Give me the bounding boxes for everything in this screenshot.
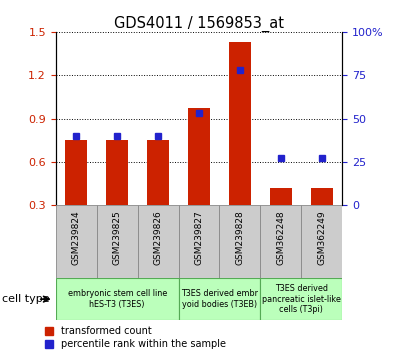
Bar [97,205,138,278]
Bar [147,140,169,205]
Bar [219,205,260,278]
Bar [301,205,342,278]
Text: T3ES derived embr
yoid bodies (T3EB): T3ES derived embr yoid bodies (T3EB) [181,290,258,309]
Bar [260,278,342,320]
Bar [56,278,179,320]
Bar [56,205,97,278]
Bar [269,188,292,205]
Legend: transformed count, percentile rank within the sample: transformed count, percentile rank withi… [45,326,226,349]
Title: GDS4011 / 1569853_at: GDS4011 / 1569853_at [114,16,284,32]
Bar [188,108,210,205]
Text: embryonic stem cell line
hES-T3 (T3ES): embryonic stem cell line hES-T3 (T3ES) [68,290,167,309]
Text: GSM362248: GSM362248 [276,211,285,265]
Bar [138,205,179,278]
Text: GSM239828: GSM239828 [236,211,244,266]
Bar [310,188,333,205]
Bar [260,205,301,278]
Text: GSM362249: GSM362249 [317,211,326,265]
Bar [179,205,219,278]
Text: GSM239827: GSM239827 [195,211,203,266]
Text: cell type: cell type [2,294,50,304]
Text: GSM239825: GSM239825 [113,211,122,266]
Text: T3ES derived
pancreatic islet-like
cells (T3pi): T3ES derived pancreatic islet-like cells… [262,284,341,314]
Bar [229,42,251,205]
Bar [65,140,88,205]
Bar [106,140,129,205]
Text: GSM239826: GSM239826 [154,211,162,266]
Text: GSM239824: GSM239824 [72,211,81,265]
Bar [179,278,260,320]
